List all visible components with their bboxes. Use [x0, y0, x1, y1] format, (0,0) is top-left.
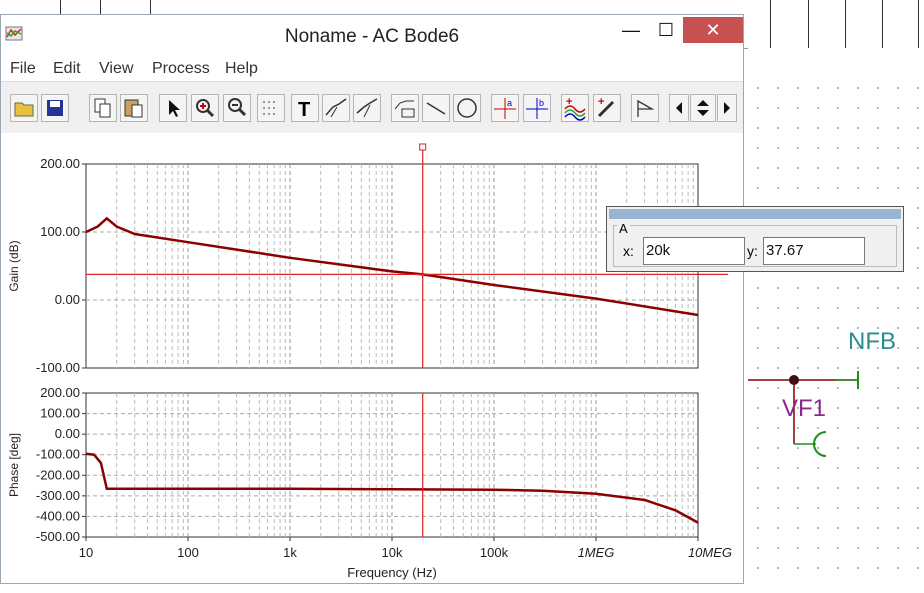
scroll-left-icon[interactable] [669, 94, 689, 122]
net-label-nfb[interactable]: NFB [848, 328, 896, 355]
y-tick-label: 200.00 [40, 385, 80, 400]
svg-text:+: + [598, 96, 604, 108]
x-tick-label: 100k [480, 545, 509, 560]
svg-text:a: a [507, 98, 512, 108]
y-tick-label: 0.00 [55, 426, 80, 441]
svg-text:b: b [539, 98, 544, 108]
svg-text:T: T [298, 99, 310, 121]
scroll-updown-icon[interactable] [690, 94, 716, 122]
schematic-wiring[interactable] [748, 320, 924, 470]
cursor-y-field[interactable]: 37.67 [763, 237, 865, 265]
y-tick-label: -200.00 [36, 467, 80, 482]
svg-text:+: + [566, 96, 572, 108]
add-curve-icon[interactable]: + [561, 94, 589, 122]
line-icon[interactable] [422, 94, 450, 122]
grid-icon[interactable] [257, 94, 285, 122]
y-tick-label: -100.00 [36, 447, 80, 462]
save-icon[interactable] [41, 94, 69, 122]
toolbar: T a b + + [1, 81, 743, 135]
x-tick-label: 1k [283, 545, 297, 560]
menu-process[interactable]: Process [152, 60, 210, 77]
flag-icon[interactable] [631, 94, 659, 122]
curve-label-icon[interactable] [322, 94, 350, 122]
x-tick-label: 10 [79, 545, 93, 560]
bode-window: Noname - AC Bode6 — ☐ ✕ File Edit View P… [0, 14, 744, 584]
x-tick-label: 100 [177, 545, 199, 560]
plot-area[interactable]: 200.00 100.00 0.00 -100.00 Gain (dB) 200.00 10… [1, 133, 743, 583]
cursor-a-icon[interactable]: a [491, 94, 519, 122]
y-tick-label: -500.00 [36, 529, 80, 544]
title-bar[interactable]: Noname - AC Bode6 — ☐ ✕ [1, 15, 743, 55]
x-axis-label: Frequency (Hz) [347, 565, 437, 580]
schematic-canvas[interactable] [748, 48, 924, 593]
menu-view[interactable]: View [99, 60, 134, 77]
pointer-icon[interactable] [159, 94, 187, 122]
circle-icon[interactable] [453, 94, 481, 122]
y-tick-label: -300.00 [36, 488, 80, 503]
y-tick-label: 200.00 [40, 156, 80, 171]
cursor-label: A [617, 221, 630, 236]
cursor-x-field[interactable]: 20k [643, 237, 745, 265]
cursor-y-label: y: [747, 243, 758, 259]
copy-icon[interactable] [89, 94, 117, 122]
y-tick-label: 0.00 [55, 292, 80, 307]
series-line-1-0 [85, 452, 699, 524]
menu-bar: File Edit View Process Help [1, 55, 743, 81]
y-axis-label-0: Gain (dB) [7, 240, 21, 291]
component-label-vf1[interactable]: VF1 [782, 395, 827, 422]
table-icon[interactable] [391, 94, 419, 122]
menu-edit[interactable]: Edit [53, 60, 81, 77]
x-tick-label: 10k [382, 545, 403, 560]
y-tick-label: -400.00 [36, 508, 80, 523]
x-tick-label: 1MEG [578, 545, 615, 560]
cursor-group [613, 225, 897, 267]
scroll-right-icon[interactable] [717, 94, 737, 122]
y-tick-label: -100.00 [36, 360, 80, 375]
maximize-button[interactable]: ☐ [657, 20, 675, 40]
close-button[interactable]: ✕ [683, 17, 743, 43]
cursor-x-label: x: [623, 243, 634, 259]
x-tick-label: 10MEG [688, 545, 732, 560]
menu-help[interactable]: Help [225, 60, 258, 77]
paste-icon[interactable] [120, 94, 148, 122]
cursor-readout-titlebar[interactable] [609, 209, 901, 219]
y-tick-label: 100.00 [40, 406, 80, 421]
y-tick-label: 100.00 [40, 224, 80, 239]
cursor-readout[interactable]: A x: 20k y: 37.67 [606, 206, 904, 272]
series-line-0-0 [85, 216, 699, 317]
zoom-100-icon[interactable] [223, 94, 251, 122]
y-axis-label-1: Phase [deg] [7, 433, 21, 497]
curve-label2-icon[interactable] [353, 94, 381, 122]
open-icon[interactable] [10, 94, 38, 122]
color-picker-icon[interactable]: + [593, 94, 621, 122]
cursor-handle [419, 143, 427, 151]
zoom-in-icon[interactable] [191, 94, 219, 122]
menu-file[interactable]: File [10, 60, 36, 77]
window-title: Noname - AC Bode6 [284, 26, 460, 47]
text-icon[interactable]: T [291, 94, 319, 122]
minimize-button[interactable]: — [622, 20, 640, 40]
app-icon [5, 26, 23, 41]
cursor-b-icon[interactable]: b [523, 94, 551, 122]
